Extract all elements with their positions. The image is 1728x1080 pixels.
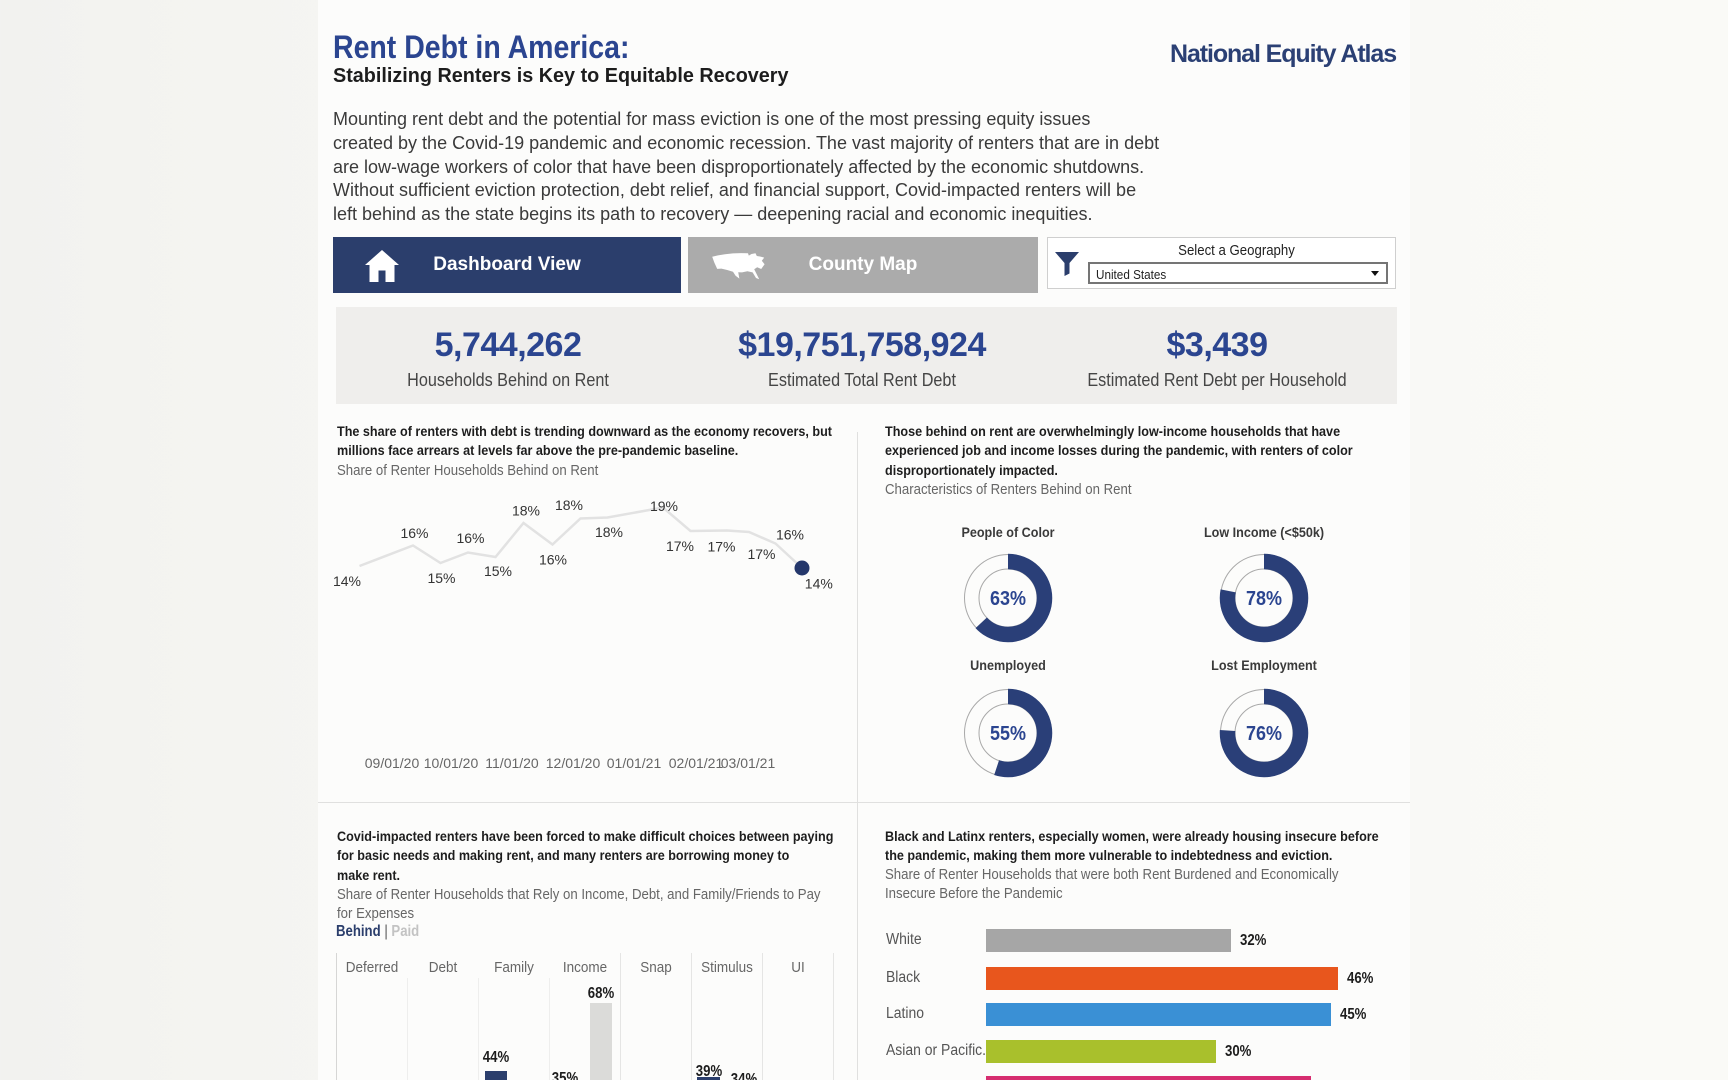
svg-text:18%: 18% — [512, 503, 540, 519]
svg-text:16%: 16% — [539, 552, 567, 568]
svg-text:17%: 17% — [747, 546, 775, 562]
svg-text:17%: 17% — [666, 538, 694, 554]
svg-text:76%: 76% — [1246, 723, 1282, 745]
svg-text:14%: 14% — [805, 576, 833, 592]
svg-text:03/01/21: 03/01/21 — [721, 755, 776, 771]
svg-text:18%: 18% — [595, 524, 623, 540]
svg-text:15%: 15% — [427, 570, 455, 586]
svg-text:16%: 16% — [776, 527, 804, 543]
svg-text:55%: 55% — [990, 723, 1026, 745]
svg-text:17%: 17% — [707, 539, 735, 555]
svg-text:15%: 15% — [484, 563, 512, 579]
svg-text:02/01/21: 02/01/21 — [669, 755, 724, 771]
svg-text:16%: 16% — [456, 530, 484, 546]
svg-text:12/01/20: 12/01/20 — [546, 755, 601, 771]
svg-text:63%: 63% — [990, 588, 1026, 610]
svg-text:14%: 14% — [333, 573, 361, 589]
svg-text:10/01/20: 10/01/20 — [424, 755, 479, 771]
svg-text:19%: 19% — [650, 498, 678, 514]
svg-text:18%: 18% — [555, 497, 583, 513]
svg-text:78%: 78% — [1246, 588, 1282, 610]
svg-text:16%: 16% — [400, 525, 428, 541]
svg-text:11/01/20: 11/01/20 — [485, 755, 539, 771]
svg-text:01/01/21: 01/01/21 — [607, 755, 662, 771]
svg-text:09/01/20: 09/01/20 — [365, 755, 420, 771]
